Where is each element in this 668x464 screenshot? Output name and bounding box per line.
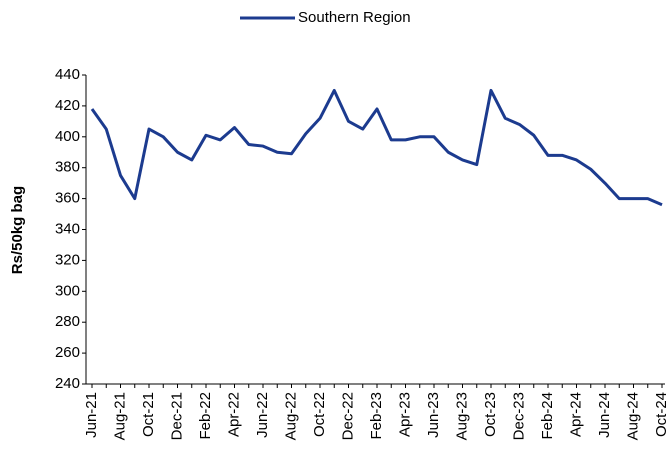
x-tick-label: Jun-21 xyxy=(83,392,100,438)
x-tick-label: Aug-24 xyxy=(624,392,641,440)
x-tick-label: Feb-24 xyxy=(539,392,556,440)
y-tick-label: 440 xyxy=(55,66,80,83)
x-tick-label: Apr-24 xyxy=(567,392,584,437)
x-tick-label: Dec-22 xyxy=(339,392,356,440)
legend-label: Southern Region xyxy=(298,9,411,26)
x-tick-label: Apr-23 xyxy=(396,392,413,437)
data-line xyxy=(90,88,663,207)
x-tick-label: Dec-23 xyxy=(510,392,527,440)
x-tick-label: Apr-22 xyxy=(225,392,242,437)
y-tick-label: 340 xyxy=(55,220,80,237)
x-tick-label: Aug-23 xyxy=(453,392,470,440)
y-tick-label: 240 xyxy=(55,375,80,392)
x-tick-label: Oct-22 xyxy=(311,392,328,437)
x-tick-label: Dec-21 xyxy=(168,392,185,440)
x-tick-label: Jun-22 xyxy=(254,392,271,438)
y-tick-label: 420 xyxy=(55,97,80,114)
y-tick-label: 320 xyxy=(55,251,80,268)
x-tick-label: Jun-23 xyxy=(425,392,442,438)
x-tick-label: Aug-21 xyxy=(111,392,128,440)
x-tick-label: Oct-21 xyxy=(140,392,157,437)
x-tick-label: Oct-24 xyxy=(653,392,668,437)
y-tick-label: 400 xyxy=(55,128,80,145)
x-tick-label: Feb-22 xyxy=(197,392,214,440)
y-tick-label: 380 xyxy=(55,159,80,176)
x-tick-label: Oct-23 xyxy=(482,392,499,437)
y-tick-label: 280 xyxy=(55,313,80,330)
y-tick-label: 260 xyxy=(55,344,80,361)
x-tick-label: Feb-23 xyxy=(368,392,385,440)
x-tick-label: Jun-24 xyxy=(596,392,613,438)
x-tick-label: Aug-22 xyxy=(282,392,299,440)
y-axis-label: Rs/50kg bag xyxy=(9,186,26,274)
y-tick-label: 360 xyxy=(55,190,80,207)
y-tick-label: 300 xyxy=(55,282,80,299)
